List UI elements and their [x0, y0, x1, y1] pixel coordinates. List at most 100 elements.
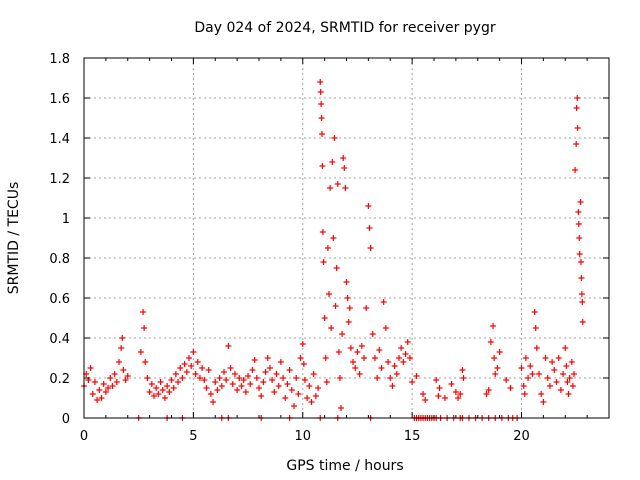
data-point	[396, 355, 402, 361]
data-point	[328, 325, 335, 331]
data-point	[310, 371, 317, 377]
data-point	[391, 363, 398, 369]
x-tick-label: 5	[189, 429, 197, 444]
data-point	[122, 377, 129, 383]
data-point	[188, 363, 195, 369]
data-point	[404, 339, 411, 345]
data-point	[312, 393, 319, 399]
data-point	[100, 381, 107, 387]
data-point	[201, 377, 208, 383]
data-point	[330, 235, 337, 241]
data-point	[334, 181, 341, 187]
data-point	[382, 325, 389, 331]
data-point	[251, 357, 258, 363]
y-tick-label: 0	[62, 412, 70, 427]
data-point	[214, 387, 221, 393]
data-point	[301, 377, 308, 383]
data-point	[529, 371, 536, 377]
data-point	[319, 131, 325, 137]
data-point	[538, 391, 545, 397]
data-point	[284, 381, 291, 387]
data-point	[264, 355, 271, 361]
x-tick-label: 20	[513, 429, 530, 444]
data-point	[118, 345, 125, 351]
data-point	[356, 371, 363, 377]
data-point	[249, 367, 256, 373]
data-point	[295, 391, 302, 397]
data-point	[562, 345, 569, 351]
data-point	[327, 185, 334, 191]
data-point	[137, 349, 144, 355]
data-point	[433, 377, 440, 383]
data-point	[341, 165, 348, 171]
data-point	[105, 385, 112, 391]
data-point	[179, 375, 186, 381]
data-point	[339, 331, 346, 337]
data-point	[322, 355, 329, 361]
data-point	[573, 141, 580, 147]
data-point	[358, 343, 365, 349]
data-point	[402, 351, 409, 357]
data-point	[242, 389, 249, 395]
data-point	[436, 385, 443, 391]
data-point	[452, 389, 459, 395]
data-point	[236, 375, 243, 381]
data-point	[120, 367, 127, 373]
y-tick-labels: 0 0.2 0.4 0.6 0.8 1 1.2 1.4 1.6 1.8	[49, 52, 70, 427]
y-tick-label: 1.2	[49, 172, 70, 187]
data-point	[338, 405, 345, 411]
data-point	[363, 305, 370, 311]
data-point	[457, 391, 464, 397]
data-point	[229, 381, 236, 387]
data-point	[231, 371, 238, 377]
data-point	[483, 391, 490, 397]
data-point	[565, 391, 572, 397]
data-point	[168, 377, 175, 383]
data-point	[435, 393, 442, 399]
data-point	[579, 319, 586, 325]
data-point	[148, 381, 155, 387]
data-point	[181, 361, 188, 367]
data-point	[157, 379, 164, 385]
data-point	[166, 389, 173, 395]
data-point	[409, 379, 416, 385]
data-point	[159, 387, 166, 393]
data-point	[266, 365, 273, 371]
data-point	[144, 375, 151, 381]
data-point	[366, 225, 373, 231]
data-point	[365, 203, 372, 209]
data-point	[155, 391, 162, 397]
data-point	[398, 345, 405, 351]
data-point	[553, 379, 560, 385]
data-point	[354, 349, 361, 355]
data-point	[557, 387, 564, 393]
data-point	[262, 369, 269, 375]
data-point	[225, 343, 232, 349]
data-point	[91, 379, 98, 385]
data-point	[153, 385, 160, 391]
data-point	[576, 251, 583, 257]
data-point	[240, 377, 247, 383]
data-point	[574, 95, 581, 101]
data-point	[578, 275, 585, 281]
data-point	[119, 335, 126, 341]
data-point	[269, 377, 276, 383]
data-point	[288, 387, 295, 393]
data-point	[227, 365, 234, 371]
data-point	[343, 279, 350, 285]
data-point	[389, 383, 396, 389]
data-point	[324, 245, 331, 251]
data-point	[199, 365, 206, 371]
data-point	[347, 345, 354, 351]
data-point	[345, 319, 352, 325]
data-point	[300, 361, 307, 367]
data-point	[352, 365, 359, 371]
data-point	[258, 393, 265, 399]
data-point	[319, 163, 326, 169]
data-point	[350, 359, 357, 365]
data-point	[367, 245, 374, 251]
data-point	[332, 303, 339, 309]
data-point	[286, 367, 293, 373]
data-point	[387, 375, 394, 381]
data-point	[503, 377, 510, 383]
